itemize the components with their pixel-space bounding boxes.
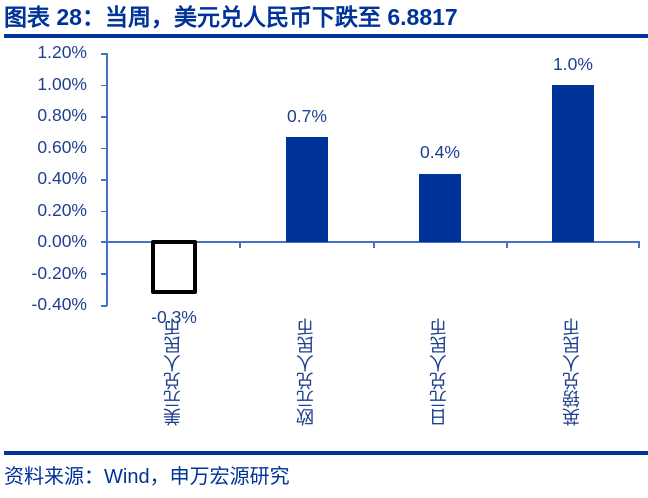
data-label-eur-cny: 0.7% <box>287 106 327 126</box>
source-note: 资料来源：Wind，申万宏源研究 <box>4 466 290 488</box>
y-tick-label: -0.20% <box>31 263 87 283</box>
data-label-usd-cny: -0.3% <box>151 307 197 327</box>
bar-eur-cny <box>286 137 328 242</box>
y-tick <box>101 53 107 55</box>
x-tick <box>373 241 375 248</box>
y-tick <box>101 305 107 307</box>
x-category-label: 日元兑人民币 <box>429 318 449 426</box>
y-tick-label: 0.20% <box>37 200 87 220</box>
y-tick-label: 0.60% <box>37 137 87 157</box>
data-label-gbp-cny: 1.0% <box>553 54 593 74</box>
y-tick-label: 1.20% <box>37 42 87 62</box>
x-tick <box>239 241 241 248</box>
source-divider <box>4 451 648 455</box>
bar-usd-cny <box>151 240 197 294</box>
y-tick <box>101 147 107 149</box>
y-tick-label: 0.40% <box>37 168 87 188</box>
y-tick <box>101 241 107 243</box>
title-divider <box>4 34 648 38</box>
y-tick-label: 1.00% <box>37 74 87 94</box>
data-label-jpy-cny: 0.4% <box>420 142 460 162</box>
x-tick <box>506 241 508 248</box>
x-category-label: 美元兑人民币 <box>163 318 183 426</box>
y-tick-label: 0.80% <box>37 105 87 125</box>
x-category-label: 欧元兑人民币 <box>296 318 316 426</box>
y-tick <box>101 116 107 118</box>
chart-title: 图表 28：当周，美元兑人民币下跌至 6.8817 <box>4 4 458 30</box>
y-tick <box>101 179 107 181</box>
y-tick-label: -0.40% <box>31 294 87 314</box>
bar-jpy-cny <box>419 174 461 242</box>
x-axis-line <box>106 241 639 243</box>
bar-chart: 1.20% 1.00% 0.80% 0.60% 0.40% 0.20% 0.00… <box>31 42 640 426</box>
y-tick <box>101 210 107 212</box>
y-tick-label: 0.00% <box>37 231 87 251</box>
bar-gbp-cny <box>552 85 594 242</box>
y-tick <box>101 84 107 86</box>
x-tick <box>638 241 640 248</box>
y-tick <box>101 273 107 275</box>
x-category-label: 英镑兑人民币 <box>562 318 582 426</box>
